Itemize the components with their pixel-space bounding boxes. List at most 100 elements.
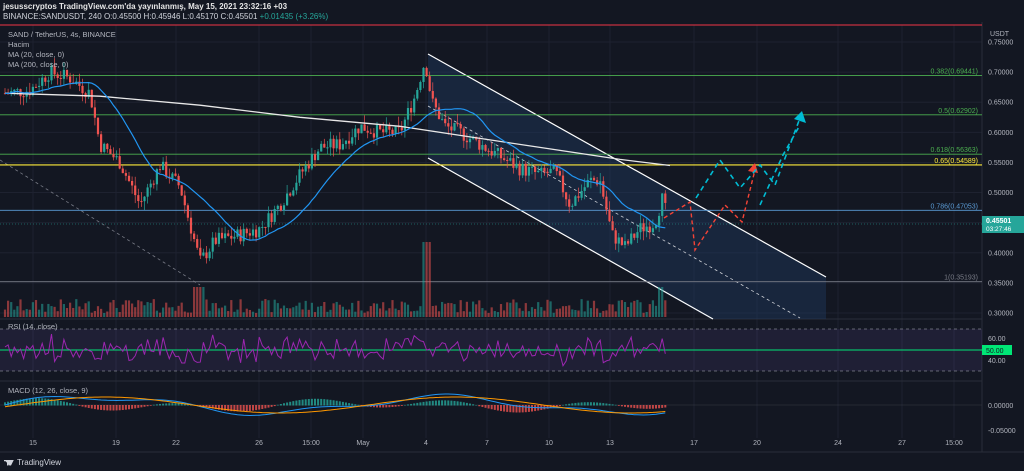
- candle[interactable]: [332, 138, 335, 149]
- candle[interactable]: [549, 168, 552, 174]
- candle[interactable]: [620, 237, 623, 245]
- candle[interactable]: [78, 81, 81, 86]
- candle[interactable]: [289, 193, 292, 196]
- candle[interactable]: [103, 143, 106, 152]
- candle[interactable]: [307, 165, 310, 169]
- candle[interactable]: [338, 139, 341, 150]
- candle[interactable]: [335, 139, 338, 149]
- candle[interactable]: [267, 213, 270, 228]
- candle[interactable]: [96, 117, 100, 135]
- candle[interactable]: [286, 193, 289, 206]
- candle[interactable]: [599, 181, 602, 185]
- legend-rsi[interactable]: RSI (14, close): [8, 322, 58, 331]
- candle[interactable]: [589, 177, 592, 180]
- candle[interactable]: [465, 140, 468, 143]
- candle[interactable]: [437, 107, 441, 119]
- candle[interactable]: [245, 228, 248, 234]
- candle[interactable]: [394, 125, 397, 135]
- candle[interactable]: [388, 125, 391, 130]
- candle[interactable]: [53, 65, 56, 75]
- candle[interactable]: [171, 173, 174, 179]
- candle[interactable]: [134, 185, 137, 196]
- candle[interactable]: [416, 89, 419, 99]
- candle[interactable]: [313, 154, 317, 161]
- candle[interactable]: [152, 183, 155, 185]
- candle[interactable]: [444, 118, 447, 124]
- candle[interactable]: [354, 128, 357, 138]
- candle[interactable]: [540, 167, 543, 171]
- candle[interactable]: [87, 89, 90, 98]
- candle[interactable]: [255, 229, 258, 238]
- candle[interactable]: [410, 108, 413, 113]
- candle[interactable]: [422, 67, 425, 82]
- candle[interactable]: [543, 167, 546, 172]
- candle[interactable]: [654, 225, 658, 229]
- candle[interactable]: [47, 80, 50, 82]
- candle[interactable]: [140, 201, 143, 203]
- candle[interactable]: [571, 205, 574, 207]
- candle[interactable]: [273, 209, 276, 222]
- candle[interactable]: [165, 161, 168, 177]
- candle[interactable]: [391, 129, 394, 135]
- candle[interactable]: [214, 237, 217, 244]
- candle[interactable]: [31, 86, 34, 96]
- candle[interactable]: [496, 148, 499, 151]
- candle[interactable]: [642, 223, 645, 232]
- candle[interactable]: [481, 145, 484, 150]
- candle[interactable]: [425, 67, 428, 77]
- candle[interactable]: [565, 192, 568, 200]
- candle[interactable]: [298, 169, 301, 183]
- candle[interactable]: [419, 81, 422, 90]
- candle[interactable]: [276, 205, 279, 210]
- candle[interactable]: [248, 233, 251, 236]
- legend-macd[interactable]: MACD (12, 26, close, 9): [8, 386, 89, 395]
- candle[interactable]: [586, 179, 589, 188]
- candle[interactable]: [527, 167, 530, 176]
- candle[interactable]: [317, 151, 320, 161]
- candle[interactable]: [484, 145, 487, 151]
- candle[interactable]: [202, 252, 205, 256]
- candle[interactable]: [512, 158, 515, 168]
- candle[interactable]: [509, 158, 512, 161]
- candle[interactable]: [400, 127, 403, 131]
- candle[interactable]: [363, 124, 366, 131]
- candle[interactable]: [199, 247, 202, 256]
- candle[interactable]: [580, 190, 583, 198]
- ma20-line[interactable]: [4, 81, 666, 241]
- candle[interactable]: [524, 163, 527, 176]
- candle[interactable]: [270, 213, 273, 222]
- candle[interactable]: [344, 140, 348, 145]
- candle[interactable]: [530, 166, 534, 168]
- candle[interactable]: [661, 193, 664, 216]
- candle[interactable]: [258, 227, 261, 238]
- candle[interactable]: [617, 237, 620, 244]
- candle[interactable]: [385, 125, 388, 133]
- candle[interactable]: [34, 86, 38, 88]
- candle[interactable]: [41, 77, 44, 86]
- candle[interactable]: [360, 124, 363, 134]
- candle[interactable]: [158, 169, 162, 171]
- candle[interactable]: [623, 241, 627, 245]
- candle[interactable]: [310, 154, 313, 169]
- candle[interactable]: [56, 74, 59, 78]
- candle[interactable]: [230, 235, 233, 239]
- candle[interactable]: [431, 90, 434, 99]
- signal-line[interactable]: [4, 396, 666, 414]
- candle[interactable]: [487, 150, 490, 152]
- candle[interactable]: [558, 171, 561, 176]
- channel-mid-line[interactable]: [427, 105, 801, 319]
- projection-cyan-path-2[interactable]: [759, 124, 801, 206]
- candle[interactable]: [124, 173, 127, 176]
- candle[interactable]: [106, 143, 109, 150]
- candle[interactable]: [456, 122, 459, 125]
- candle[interactable]: [264, 226, 267, 228]
- candle[interactable]: [369, 132, 372, 134]
- candle[interactable]: [162, 161, 165, 170]
- candle[interactable]: [118, 156, 121, 169]
- candle[interactable]: [38, 85, 41, 87]
- candle[interactable]: [574, 196, 577, 206]
- candle[interactable]: [611, 221, 614, 231]
- candle[interactable]: [326, 147, 329, 149]
- candle[interactable]: [155, 169, 158, 185]
- ma200-line[interactable]: [4, 92, 671, 167]
